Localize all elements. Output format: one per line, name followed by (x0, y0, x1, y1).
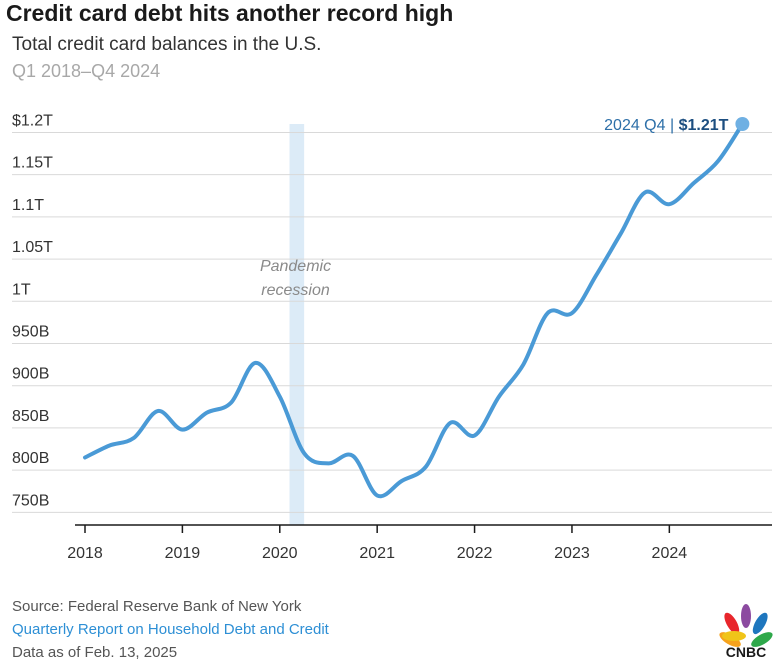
x-tick-label: 2019 (165, 545, 201, 562)
data-point (228, 400, 234, 406)
data-point (155, 408, 161, 414)
data-point (350, 453, 356, 459)
data-point (447, 420, 453, 426)
gridlines (12, 131, 772, 513)
data-point (252, 360, 258, 366)
data-point (642, 189, 648, 195)
data-point (106, 443, 112, 449)
peacock-icon (719, 604, 773, 647)
chart-title: Credit card debt hits another record hig… (6, 0, 454, 26)
data-point (204, 410, 210, 416)
data-point (325, 460, 331, 466)
logo-text: CNBC (726, 644, 766, 659)
data-point (301, 450, 307, 456)
y-tick-label: 900B (12, 366, 49, 383)
y-axis-labels: 750B 800B 850B 900B 950B 1T 1.05T 1.1T 1.15T $1.2… (12, 112, 53, 509)
data-point (82, 454, 88, 460)
date-range: Q1 2018–Q4 2024 (12, 61, 161, 81)
x-tick-label: 2022 (457, 545, 493, 562)
data-point (179, 427, 185, 433)
data-point (472, 433, 478, 439)
data-point (569, 310, 575, 316)
y-tick-label: 1.15T (12, 155, 53, 172)
latest-value-annotation: 2024 Q4 | $1.21T (604, 117, 750, 134)
data-point (131, 435, 137, 441)
data-point (423, 464, 429, 470)
recession-label-line1: Pandemic (260, 258, 331, 275)
x-tick-label: 2020 (262, 545, 298, 562)
data-point (593, 272, 599, 278)
data-point (374, 492, 380, 498)
x-tick-label: 2023 (554, 545, 590, 562)
y-tick-label: 950B (12, 323, 49, 340)
recession-label-line2: recession (261, 282, 330, 299)
y-tick-label: $1.2T (12, 112, 53, 129)
recession-band-layer (289, 124, 305, 525)
series-line (83, 122, 745, 499)
y-tick-label: 800B (12, 450, 49, 467)
x-tick-label: 2024 (652, 545, 688, 562)
y-tick-label: 1.1T (12, 197, 44, 214)
recession-band (289, 124, 305, 525)
source-text: Source: Federal Reserve Bank of New York (12, 598, 302, 615)
data-point (666, 201, 672, 207)
x-tick-label: 2021 (359, 545, 395, 562)
latest-value-label: 2024 Q4 | $1.21T (604, 117, 728, 134)
y-tick-label: 1T (12, 281, 31, 298)
report-link[interactable]: Quarterly Report on Household Debt and C… (12, 621, 329, 638)
data-point (545, 310, 551, 316)
series-layer (82, 122, 745, 499)
data-point (277, 394, 283, 400)
x-axis: 2018 2019 2020 2021 2022 2023 2024 (67, 524, 772, 562)
data-date: Data as of Feb. 13, 2025 (12, 644, 178, 661)
data-point (399, 478, 405, 484)
data-point (691, 180, 697, 186)
data-point (520, 362, 526, 368)
data-point (618, 231, 624, 237)
latest-point-marker (735, 117, 750, 131)
y-tick-label: 1.05T (12, 239, 53, 256)
recession-label: Pandemic recession (260, 258, 331, 299)
y-tick-label: 750B (12, 492, 49, 509)
annotation-period: 2024 Q4 | (604, 117, 678, 134)
cnbc-logo: CNBC (719, 604, 773, 659)
chart-subtitle: Total credit card balances in the U.S. (12, 34, 322, 55)
data-point (715, 158, 721, 164)
x-tick-label: 2018 (67, 545, 103, 562)
line-chart: 750B 800B 850B 900B 950B 1T 1.05T 1.1T 1.15T $1.2… (12, 112, 772, 562)
data-point (496, 394, 502, 400)
annotation-value: $1.21T (679, 117, 729, 134)
y-tick-label: 850B (12, 408, 49, 425)
